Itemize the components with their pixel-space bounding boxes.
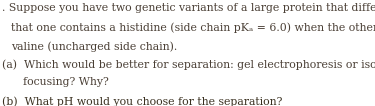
Text: . Suppose you have two genetic variants of a large protein that differ only in: . Suppose you have two genetic variants …	[2, 3, 375, 13]
Text: valine (uncharged side chain).: valine (uncharged side chain).	[11, 41, 177, 52]
Text: (a)  Which would be better for separation: gel electrophoresis or isoelectric: (a) Which would be better for separation…	[2, 59, 375, 70]
Text: that one contains a histidine (side chain pKₐ = 6.0) when the other has a: that one contains a histidine (side chai…	[11, 22, 375, 33]
Text: focusing? Why?: focusing? Why?	[2, 77, 109, 87]
Text: (b)  What pH would you choose for the separation?: (b) What pH would you choose for the sep…	[2, 96, 282, 106]
